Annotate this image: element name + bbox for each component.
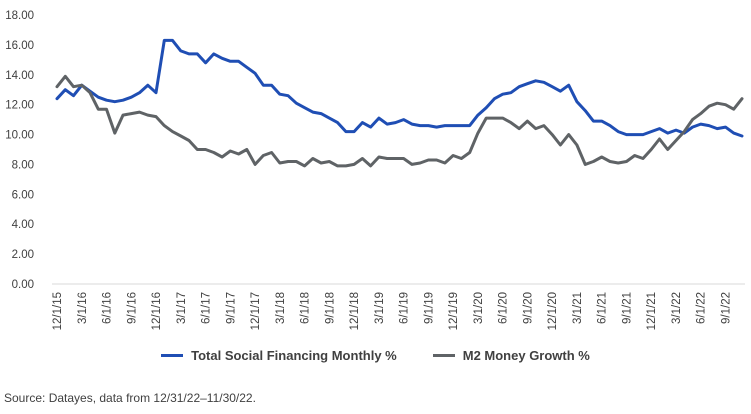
legend-item-tsf: Total Social Financing Monthly %	[161, 348, 397, 363]
x-tick-label: 9/1/18	[324, 292, 336, 324]
x-tick-label: 9/1/19	[423, 292, 435, 324]
x-tick-label: 12/1/15	[52, 292, 64, 330]
y-axis: 0.00 2.00 4.00 6.00 8.00 10.00 12.00 14.00 16.00…	[5, 10, 745, 291]
x-tick-label: 6/1/18	[300, 292, 312, 324]
x-tick-label: 3/1/22	[671, 292, 683, 324]
x-tick-label: 9/1/21	[621, 292, 633, 324]
x-tick-label: 3/1/18	[275, 292, 287, 324]
x-tick-label: 6/1/16	[102, 292, 114, 324]
x-tick-label: 12/1/17	[250, 292, 262, 330]
series-line-tsf	[55, 38, 744, 138]
x-tick-label: 12/1/19	[448, 292, 460, 330]
legend-label-tsf: Total Social Financing Monthly %	[191, 348, 397, 363]
x-tick-label: 12/1/16	[151, 292, 163, 330]
source-note: Source: Datayes, data from 12/31/22–11/3…	[4, 391, 256, 405]
legend-label-m2: M2 Money Growth %	[462, 348, 590, 363]
y-tick-label: 18.00	[5, 10, 34, 22]
x-tick-label: 3/1/17	[176, 292, 188, 324]
series-line-m2	[55, 74, 744, 168]
x-tick-label: 9/1/22	[720, 292, 732, 324]
legend: Total Social Financing Monthly % M2 Mone…	[0, 348, 751, 363]
y-tick-label: 2.00	[12, 249, 34, 261]
y-tick-label: 10.00	[5, 130, 34, 142]
x-tick-label: 6/1/21	[597, 292, 609, 324]
x-tick-label: 12/1/18	[349, 292, 361, 330]
y-tick-label: 0.00	[12, 279, 34, 291]
x-tick-label: 9/1/17	[225, 292, 237, 324]
line-chart: 0.00 2.00 4.00 6.00 8.00 10.00 12.00 14.00 16.00…	[5, 10, 745, 330]
x-axis: 12/1/15 3/1/16 6/1/16 9/1/16 12/1/16 3/1/17 6/…	[52, 292, 732, 330]
y-tick-label: 4.00	[12, 219, 34, 231]
x-tick-label: 9/1/20	[522, 292, 534, 324]
legend-swatch-m2	[432, 354, 455, 357]
y-tick-label: 16.00	[5, 40, 34, 52]
x-tick-label: 12/1/21	[646, 292, 658, 330]
legend-swatch-tsf	[161, 354, 184, 357]
y-tick-label: 14.00	[5, 70, 34, 82]
x-tick-label: 6/1/19	[399, 292, 411, 324]
legend-item-m2: M2 Money Growth %	[432, 348, 590, 363]
x-tick-label: 3/1/19	[374, 292, 386, 324]
x-tick-label: 6/1/17	[201, 292, 213, 324]
x-tick-label: 12/1/20	[547, 292, 559, 330]
x-tick-label: 9/1/16	[126, 292, 138, 324]
x-tick-label: 6/1/22	[696, 292, 708, 324]
x-tick-label: 6/1/20	[498, 292, 510, 324]
y-tick-label: 12.00	[5, 100, 34, 112]
x-tick-label: 3/1/16	[77, 292, 89, 324]
y-tick-label: 8.00	[12, 159, 34, 171]
series-layer	[55, 38, 744, 168]
y-tick-label: 6.00	[12, 189, 34, 201]
x-tick-label: 3/1/21	[572, 292, 584, 324]
x-tick-label: 3/1/20	[473, 292, 485, 324]
